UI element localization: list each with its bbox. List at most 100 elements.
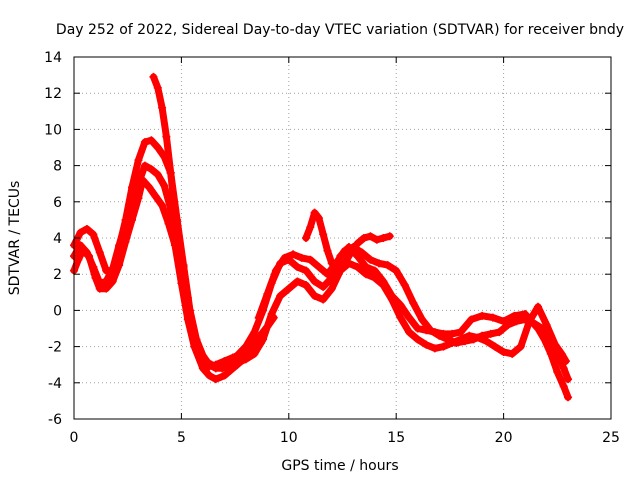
data-point (276, 291, 285, 300)
data-point (564, 393, 573, 402)
x-tick-label: 0 (70, 430, 79, 446)
data-point (491, 342, 500, 351)
y-tick-label: -2 (48, 340, 62, 356)
data-point (153, 170, 162, 179)
data-point (127, 183, 136, 192)
data-point (488, 313, 497, 322)
data-point (413, 324, 422, 333)
data-point (147, 136, 156, 145)
data-point (284, 284, 293, 293)
data-point (405, 313, 414, 322)
data-point (357, 248, 366, 257)
data-point (134, 156, 143, 165)
data-point (375, 259, 384, 268)
data-point (413, 335, 422, 344)
data-point (314, 262, 323, 271)
data-point (392, 266, 401, 275)
data-point (108, 266, 117, 275)
y-tick-label: 2 (53, 267, 62, 283)
data-point (233, 351, 242, 360)
data-point (314, 214, 323, 223)
data-point (140, 161, 149, 170)
y-tick-label: 14 (44, 50, 62, 66)
data-point (516, 342, 525, 351)
data-point (301, 281, 310, 290)
data-point (297, 253, 306, 262)
data-point (301, 266, 310, 275)
data-point (439, 342, 448, 351)
data-point (74, 255, 83, 264)
data-point (323, 246, 332, 255)
data-point (263, 290, 272, 299)
data-point (121, 215, 130, 224)
data-point (170, 208, 179, 217)
data-point (559, 382, 568, 391)
data-point (564, 375, 573, 384)
data-point (319, 295, 328, 304)
data-point (469, 335, 478, 344)
data-point (546, 335, 555, 344)
data-point (495, 328, 504, 337)
data-point (521, 315, 530, 324)
x-tick-label: 25 (602, 430, 620, 446)
data-point (508, 349, 517, 358)
data-point (310, 277, 319, 286)
data-point (201, 357, 210, 366)
y-tick-label: 8 (53, 159, 62, 175)
series-line (302, 209, 394, 271)
data-point (149, 72, 158, 81)
data-point (340, 259, 349, 268)
data-point (503, 320, 512, 329)
data-point (370, 266, 379, 275)
data-point (372, 235, 381, 244)
data-point (160, 181, 169, 190)
data-point (359, 234, 368, 242)
x-tick-label: 5 (177, 430, 186, 446)
data-point (158, 103, 167, 112)
data-point (194, 346, 203, 355)
data-point (301, 234, 310, 242)
data-point (396, 300, 405, 309)
data-point (95, 279, 104, 288)
data-point (448, 329, 457, 338)
data-point (553, 367, 562, 376)
data-point (102, 277, 111, 286)
data-point (533, 302, 542, 311)
data-point (280, 253, 289, 262)
data-point (153, 143, 162, 152)
data-point (183, 293, 192, 302)
data-point (435, 331, 444, 340)
data-point (478, 331, 487, 340)
data-point (387, 291, 396, 300)
y-axis-label: SDTVAR / TECUs (7, 181, 23, 296)
data-point (340, 246, 349, 255)
data-point (362, 262, 371, 271)
data-point (145, 183, 154, 192)
data-point (327, 273, 336, 282)
data-point (241, 342, 250, 351)
data-point (379, 277, 388, 286)
data-point (366, 232, 375, 241)
data-point (538, 324, 547, 333)
data-point (233, 358, 242, 367)
data-point (486, 329, 495, 338)
data-point (417, 315, 426, 324)
y-tick-label: 0 (53, 303, 62, 319)
data-point (293, 262, 302, 271)
data-point (443, 335, 452, 344)
series-track-6 (301, 208, 394, 271)
data-point (323, 270, 332, 279)
data-point (456, 328, 465, 337)
y-tick-label: 12 (44, 86, 62, 102)
data-point (115, 243, 124, 252)
data-point (409, 299, 418, 308)
data-point (383, 261, 392, 270)
data-point (89, 230, 98, 239)
data-point (293, 277, 302, 286)
data-point (140, 138, 149, 147)
data-point (319, 230, 328, 239)
data-point (426, 326, 435, 335)
data-point (310, 208, 319, 217)
data-point (82, 224, 91, 233)
